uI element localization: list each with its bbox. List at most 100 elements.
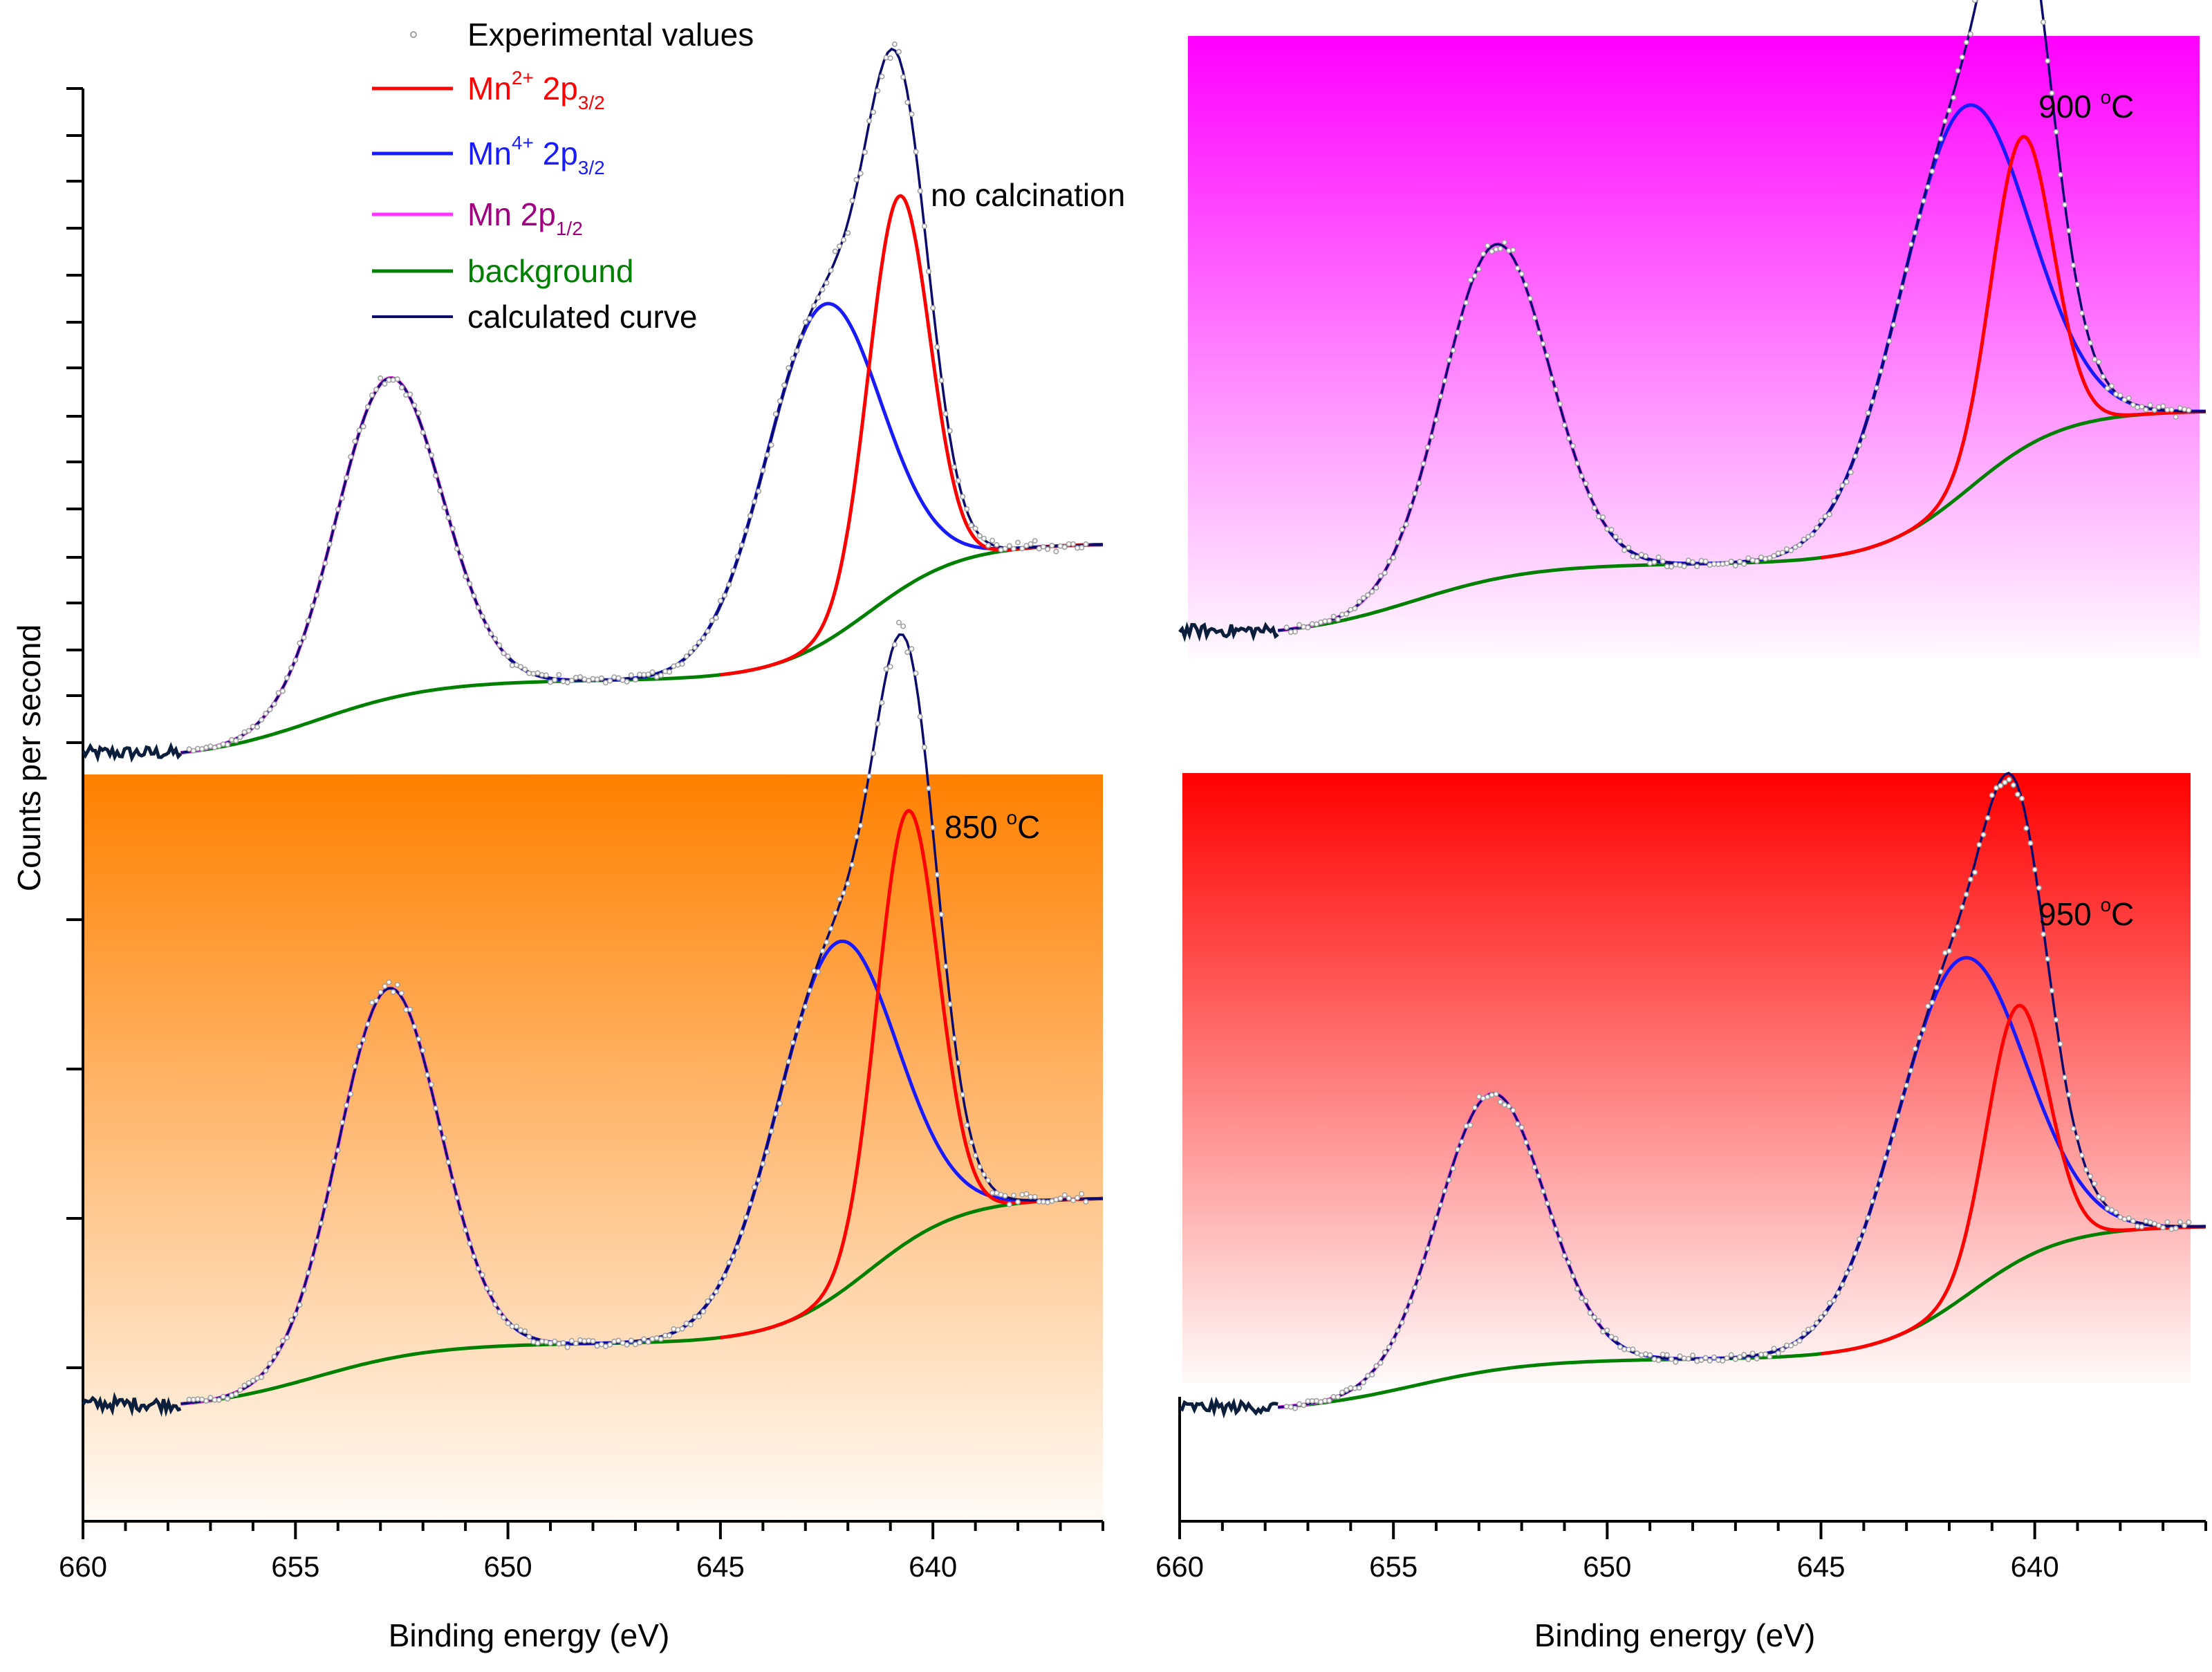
experimental-point (1831, 1297, 1837, 1303)
experimental-point (1890, 1132, 1897, 1138)
experimental-point (1438, 1202, 1444, 1208)
experimental-point (726, 582, 732, 588)
series-mn2-900c (1821, 135, 2206, 559)
experimental-point (326, 541, 333, 547)
experimental-point (483, 623, 490, 629)
experimental-point (709, 1294, 715, 1300)
experimental-point (2083, 324, 2089, 331)
experimental-point (1433, 1215, 1440, 1221)
experimental-point (424, 443, 430, 449)
experimental-point (1382, 1349, 1388, 1355)
experimental-point (339, 495, 345, 501)
x-tick-label: 660 (59, 1550, 107, 1583)
experimental-point (1023, 1191, 1030, 1197)
experimental-point (560, 1340, 566, 1346)
experimental-point (645, 671, 651, 678)
experimental-point (1617, 1344, 1623, 1350)
experimental-point (1604, 1327, 1610, 1333)
experimental-point (1549, 375, 1555, 382)
experimental-point (1283, 1404, 1290, 1410)
experimental-point (1655, 554, 1662, 560)
experimental-point (1839, 1281, 1846, 1288)
experimental-point (896, 48, 902, 55)
experimental-point (1561, 422, 1568, 428)
series-raw-left-900c (1178, 621, 1279, 642)
experimental-point (934, 872, 940, 878)
experimental-point (624, 1341, 630, 1348)
experimental-point (1904, 1082, 1910, 1088)
experimental-point (976, 1164, 983, 1170)
experimental-point (1395, 1328, 1401, 1334)
experimental-point (1501, 239, 1507, 245)
x-axis-label-right: Binding energy (eV) (1534, 1617, 1816, 1653)
experimental-point (1510, 1107, 1516, 1113)
experimental-point (1972, 0, 1978, 3)
experimental-point (713, 1289, 719, 1295)
experimental-point (734, 553, 741, 559)
experimental-point (1763, 556, 1769, 562)
experimental-point (1006, 1201, 1012, 1207)
experimental-point (683, 653, 689, 660)
experimental-point (615, 1337, 622, 1344)
experimental-point (705, 628, 711, 634)
experimental-point (1032, 538, 1038, 544)
series-raw-left-950c (1178, 1396, 1279, 1419)
experimental-point (1963, 891, 1969, 898)
experimental-point (1057, 1196, 1063, 1202)
experimental-point (1779, 550, 1785, 556)
experimental-point (441, 505, 447, 511)
experimental-point (1429, 434, 1435, 440)
experimental-point (913, 149, 919, 155)
experimental-point (1313, 621, 1319, 627)
experimental-point (726, 1259, 732, 1265)
experimental-point (1835, 1290, 1841, 1296)
experimental-point (607, 1341, 613, 1348)
experimental-point (794, 1028, 800, 1034)
experimental-point (857, 170, 864, 176)
experimental-point (335, 1147, 341, 1153)
experimental-point (1908, 1068, 1914, 1074)
experimental-point (891, 642, 898, 648)
experimental-point (1407, 1299, 1413, 1305)
experimental-point (1288, 629, 1294, 635)
experimental-point (1707, 1357, 1713, 1364)
experimental-point (607, 678, 613, 684)
experimental-point (1681, 1355, 1687, 1362)
experimental-point (2057, 1041, 2063, 1047)
experimental-point (2045, 58, 2051, 64)
panel-title-850: 850 oC (945, 807, 1040, 845)
experimental-point (1391, 1337, 1397, 1344)
experimental-point (2130, 402, 2136, 408)
experimental-point (1946, 107, 1953, 113)
experimental-point (615, 675, 622, 681)
experimental-point (1647, 560, 1653, 566)
experimental-point (1395, 539, 1401, 546)
experimental-point (2117, 392, 2123, 398)
experimental-point (492, 1301, 499, 1308)
experimental-point (233, 1391, 239, 1397)
experimental-point (2066, 227, 2072, 234)
experimental-point (1796, 1338, 1803, 1344)
experimental-point (824, 939, 830, 945)
experimental-point (479, 613, 485, 620)
experimental-point (2168, 407, 2175, 413)
experimental-point (1912, 230, 1918, 236)
experimental-point (1745, 1357, 1751, 1363)
experimental-point (2135, 405, 2141, 411)
experimental-point (1045, 546, 1051, 552)
panel-950-shading (1182, 773, 2191, 1383)
experimental-point (756, 1177, 762, 1183)
experimental-point (675, 1327, 681, 1333)
experimental-point (1382, 570, 1388, 576)
experimental-point (428, 1081, 434, 1088)
series-mn4-no-calcination (506, 301, 1103, 682)
experimental-point (1356, 599, 1362, 605)
experimental-point (190, 747, 196, 754)
experimental-point (1283, 624, 1290, 631)
experimental-point (1083, 541, 1089, 547)
experimental-point (802, 1003, 808, 1010)
experimental-point (2041, 931, 2047, 938)
experimental-point (760, 1161, 766, 1167)
experimental-point (1587, 1310, 1593, 1316)
experimental-point (849, 198, 855, 204)
